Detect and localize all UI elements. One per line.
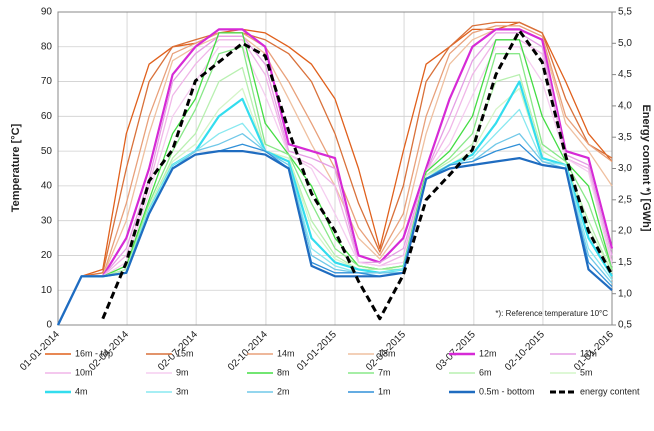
y2-tick-label: 2,0 — [618, 226, 632, 237]
y-tick-label: 30 — [41, 215, 53, 226]
legend-label: 9m — [176, 367, 189, 377]
y-axis-label: Temperature [°C] — [10, 123, 22, 212]
y2-tick-label: 5,5 — [618, 7, 632, 18]
x-tick-label: 02-10-2014 — [226, 329, 270, 373]
legend-label: 4m — [75, 386, 88, 396]
legend-label: 10m — [75, 367, 93, 377]
y2-tick-label: 4,5 — [618, 69, 632, 80]
y-tick-label: 60 — [41, 111, 53, 122]
series-line — [57, 32, 613, 326]
y2-tick-label: 4,0 — [618, 101, 632, 112]
y2-tick-label: 0,5 — [618, 320, 632, 331]
y2-tick-label: 3,5 — [618, 132, 632, 143]
legend-label: 8m — [277, 367, 290, 377]
y-tick-label: 90 — [41, 7, 53, 18]
series-line — [57, 46, 613, 326]
plot-frame — [57, 11, 613, 326]
legend-label: 16m - top — [75, 348, 113, 358]
y2-tick-label: 3,0 — [618, 163, 632, 174]
y-tick-label: 0 — [46, 320, 52, 331]
legend-label: 14m — [277, 348, 295, 358]
series-line — [57, 28, 614, 326]
series-line — [57, 150, 613, 326]
y2-tick-label: 1,0 — [618, 288, 632, 299]
legend-label: 12m — [479, 348, 497, 358]
legend-label: 1m — [378, 386, 391, 396]
x-tick-label: 03-07-2015 — [434, 329, 478, 373]
x-tick-label: 01-01-2014 — [18, 329, 62, 373]
legend-label: 5m — [580, 367, 593, 377]
legend-label: 13m — [378, 348, 396, 358]
x-tick-label: 02-10-2015 — [503, 329, 547, 373]
y-tick-label: 80 — [41, 41, 53, 52]
y-tick-label: 10 — [41, 285, 53, 296]
legend-label: 0.5m - bottom — [479, 386, 535, 396]
series-line — [57, 21, 613, 326]
y-tick-label: 40 — [41, 181, 53, 192]
legend-label: 3m — [176, 386, 189, 396]
series-line — [57, 108, 613, 326]
y2-tick-label: 1,5 — [618, 257, 632, 268]
y-tick-label: 20 — [41, 250, 53, 261]
x-tick-label: 01-01-2015 — [295, 329, 339, 373]
y-tick-label: 70 — [41, 76, 53, 87]
y-tick-label: 50 — [41, 146, 53, 157]
annotation: *): Reference temperature 10°C — [495, 309, 608, 318]
legend-label: energy content — [580, 386, 640, 396]
y2-tick-label: 5,0 — [618, 38, 632, 49]
series-line — [57, 87, 613, 326]
legend-label: 11m — [580, 348, 597, 358]
legend-label: 15m — [176, 348, 194, 358]
series-line — [57, 46, 613, 326]
legend-label: 7m — [378, 367, 391, 377]
legend-label: 2m — [277, 386, 290, 396]
y2-tick-label: 2,5 — [618, 194, 632, 205]
legend-label: 6m — [479, 367, 492, 377]
series-line — [101, 29, 614, 321]
y2-axis-label: Energy content *) [GWh] — [640, 104, 652, 231]
